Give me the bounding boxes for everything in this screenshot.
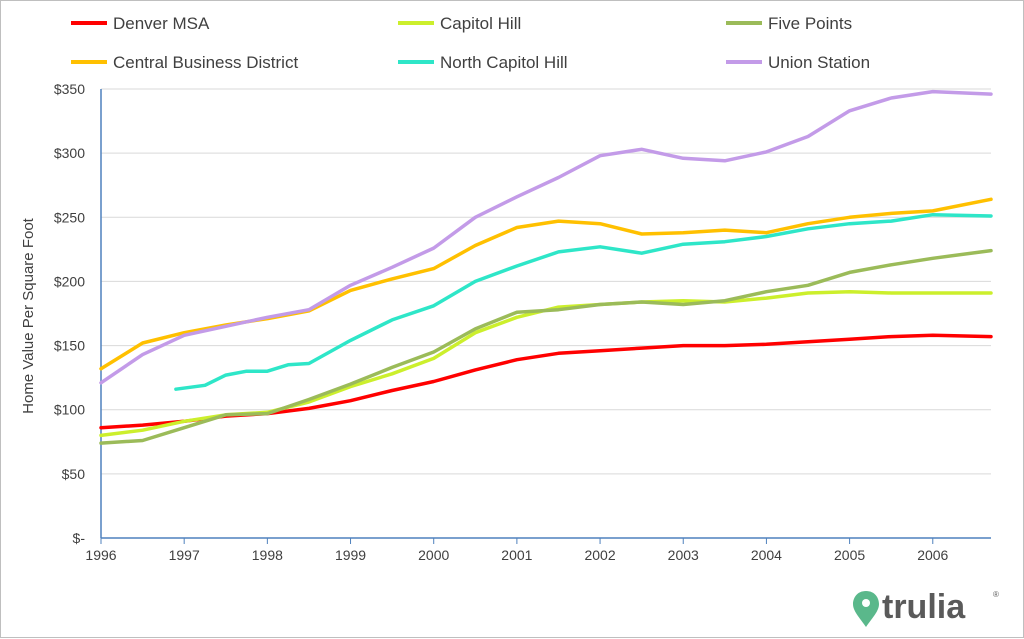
x-tick-label: 1997: [169, 547, 200, 563]
x-tick-label: 1996: [85, 547, 116, 563]
legend-label: North Capitol Hill: [440, 53, 568, 72]
legend-label: Union Station: [768, 53, 870, 72]
y-axis: $- $50 $100 $150 $200 $250 $300 $350: [54, 81, 102, 546]
series-lines: [99, 89, 993, 445]
legend-label: Capitol Hill: [440, 14, 521, 33]
x-tick-label: 1999: [335, 547, 366, 563]
y-tick-label: $200: [54, 273, 85, 289]
x-tick-label: 2006: [917, 547, 948, 563]
y-tick-label: $150: [54, 338, 85, 354]
x-tick-label: 2002: [584, 547, 615, 563]
location-pin-hole: [862, 599, 870, 607]
x-tick-label: 2000: [418, 547, 449, 563]
x-tick-label: 2004: [751, 547, 782, 563]
y-tick-label: $100: [54, 402, 85, 418]
x-tick-label: 2003: [668, 547, 699, 563]
series-line-union-station: [99, 89, 993, 385]
location-pin-icon: [853, 591, 879, 627]
series-line-north-capitol-hill: [174, 212, 993, 391]
trulia-logo: trulia ®: [853, 588, 999, 627]
y-tick-label: $-: [73, 530, 86, 546]
legend: Denver MSA Central Business District Capit…: [71, 14, 870, 72]
y-tick-label: $50: [62, 466, 86, 482]
y-tick-label: $350: [54, 81, 85, 97]
brand-name: trulia: [882, 588, 966, 626]
series-line-five-points: [99, 248, 993, 445]
gridlines: [101, 88, 991, 475]
y-tick-label: $300: [54, 145, 85, 161]
legend-label: Central Business District: [113, 53, 298, 72]
brand-registered-mark: ®: [993, 590, 999, 599]
x-tick-label: 1998: [252, 547, 283, 563]
x-tick-label: 2005: [834, 547, 865, 563]
x-tick-label: 2001: [501, 547, 532, 563]
x-axis: 1996 1997 1998 1999 2000 2001 2002 2003 2004 2005…: [85, 537, 991, 563]
y-axis-title: Home Value Per Square Foot: [20, 217, 37, 413]
legend-label: Denver MSA: [113, 14, 210, 33]
y-tick-label: $250: [54, 209, 85, 225]
legend-label: Five Points: [768, 14, 852, 33]
